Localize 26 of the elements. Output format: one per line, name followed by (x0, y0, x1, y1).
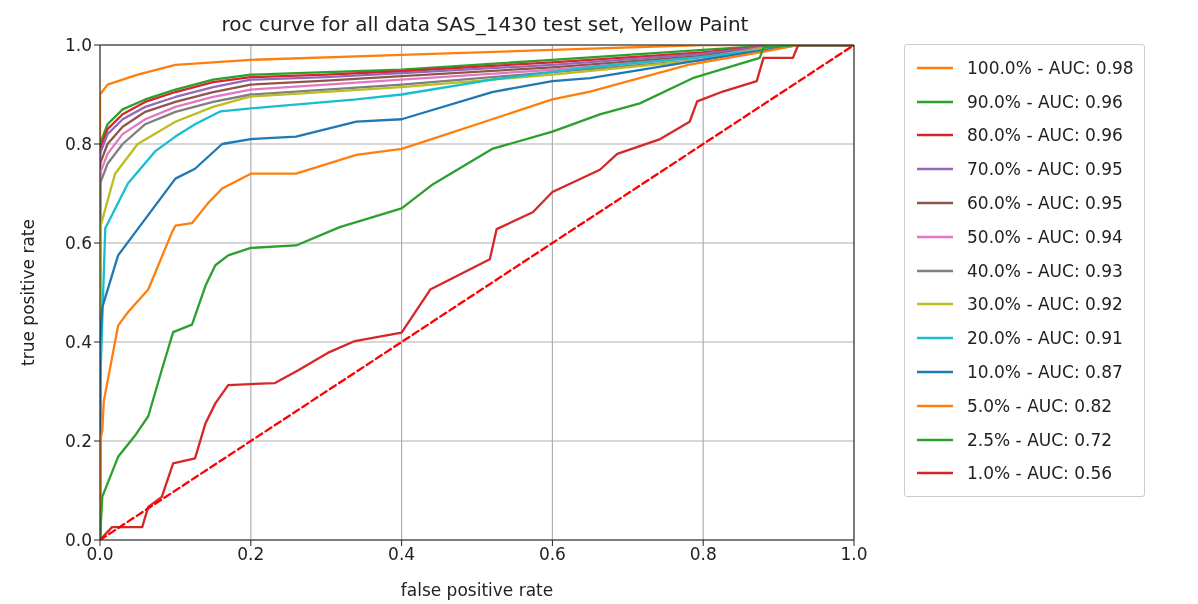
y-tick-label: 0.4 (64, 332, 92, 353)
y-tick-label: 0.6 (64, 233, 92, 254)
y-axis-title: true positive rate (18, 219, 39, 366)
x-tick-label: 0.6 (538, 544, 566, 565)
legend-label: 40.0% - AUC: 0.93 (967, 260, 1123, 281)
legend-label: 1.0% - AUC: 0.56 (967, 463, 1113, 484)
legend-label: 20.0% - AUC: 0.91 (967, 328, 1123, 349)
legend-label: 100.0% - AUC: 0.98 (967, 57, 1134, 78)
legend-label: 70.0% - AUC: 0.95 (967, 159, 1123, 180)
legend-label: 90.0% - AUC: 0.96 (967, 91, 1123, 112)
x-axis-title: false positive rate (400, 580, 554, 600)
y-tick-label: 0.8 (64, 134, 92, 155)
x-tick-label: 0.8 (689, 544, 717, 565)
y-tick-label: 0.2 (64, 431, 92, 452)
x-tick-label: 0.4 (388, 544, 416, 565)
legend-label: 30.0% - AUC: 0.92 (967, 294, 1123, 315)
legend-label: 2.5% - AUC: 0.72 (967, 429, 1113, 450)
x-tick-label: 0.2 (237, 544, 265, 565)
legend-label: 5.0% - AUC: 0.82 (967, 395, 1113, 416)
x-tick-label: 1.0 (840, 544, 868, 565)
y-tick-label: 1.0 (64, 35, 92, 56)
legend-label: 60.0% - AUC: 0.95 (967, 193, 1123, 214)
legend-label: 10.0% - AUC: 0.87 (967, 362, 1123, 383)
legend-label: 80.0% - AUC: 0.96 (967, 125, 1123, 146)
chart-title: roc curve for all data SAS_1430 test set, Yellow Paint (220, 12, 750, 36)
legend-label: 50.0% - AUC: 0.94 (967, 226, 1123, 247)
